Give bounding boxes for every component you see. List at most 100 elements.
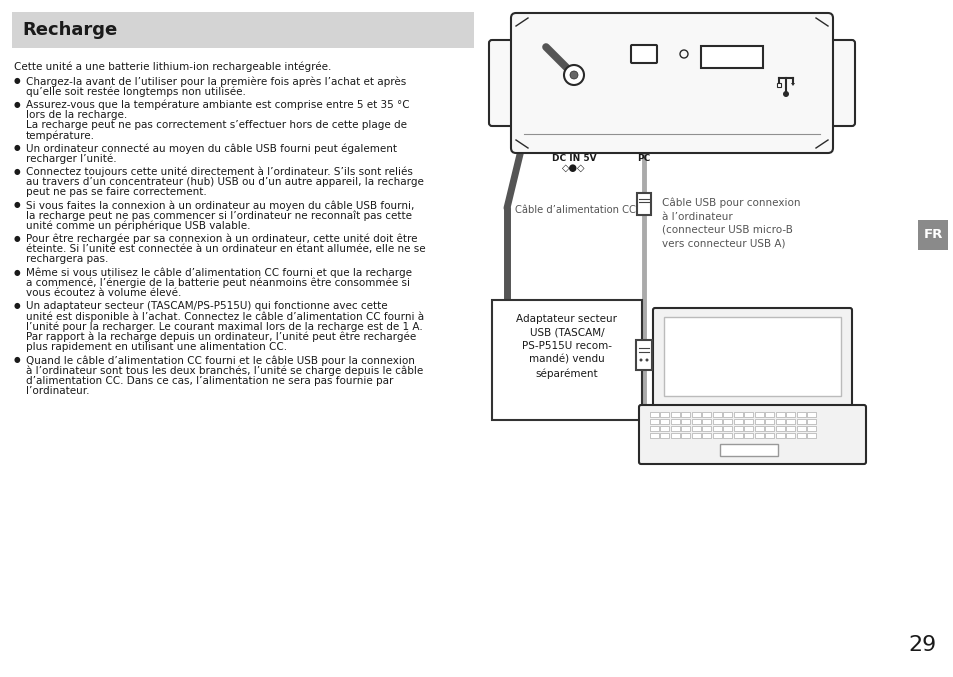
Text: peut ne pas se faire correctement.: peut ne pas se faire correctement.: [26, 188, 207, 197]
Bar: [12, 12, 474, 48]
Text: ●: ●: [14, 301, 21, 310]
FancyBboxPatch shape: [639, 405, 865, 464]
Bar: [796, 419, 805, 424]
Text: 29: 29: [908, 635, 936, 655]
Bar: [712, 419, 721, 424]
Text: la recharge peut ne pas commencer si l’ordinateur ne reconnaît pas cette: la recharge peut ne pas commencer si l’o…: [26, 211, 412, 221]
Bar: [712, 412, 721, 417]
Bar: [720, 444, 778, 456]
Text: ●: ●: [14, 267, 21, 277]
Text: Chargez-la avant de l’utiliser pour la première fois après l’achat et après: Chargez-la avant de l’utiliser pour la p…: [26, 77, 406, 87]
Polygon shape: [790, 83, 794, 86]
Bar: [764, 419, 774, 424]
Bar: [733, 419, 742, 424]
Bar: [659, 433, 669, 438]
Text: DC IN 5V: DC IN 5V: [551, 154, 596, 163]
Text: d’alimentation CC. Dans ce cas, l’alimentation ne sera pas fournie par: d’alimentation CC. Dans ce cas, l’alimen…: [26, 376, 393, 386]
Bar: [733, 426, 742, 431]
Bar: [764, 412, 774, 417]
Bar: [722, 419, 732, 424]
FancyBboxPatch shape: [511, 13, 832, 153]
Bar: [670, 433, 679, 438]
Bar: [796, 426, 805, 431]
Bar: [649, 412, 659, 417]
Bar: [796, 433, 805, 438]
Text: au travers d’un concentrateur (hub) USB ou d’un autre appareil, la recharge: au travers d’un concentrateur (hub) USB …: [26, 177, 423, 187]
Text: Si vous faites la connexion à un ordinateur au moyen du câble USB fourni,: Si vous faites la connexion à un ordinat…: [26, 200, 414, 211]
Text: ●: ●: [14, 200, 21, 209]
Text: Câble d’alimentation CC: Câble d’alimentation CC: [515, 205, 636, 215]
Text: ●: ●: [14, 355, 21, 364]
Bar: [776, 83, 781, 87]
Bar: [775, 426, 784, 431]
Text: ●: ●: [14, 100, 21, 108]
Bar: [754, 419, 763, 424]
Bar: [743, 419, 753, 424]
Bar: [680, 426, 690, 431]
Bar: [691, 433, 700, 438]
Bar: [754, 433, 763, 438]
Bar: [785, 426, 795, 431]
Text: a commencé, l’énergie de la batterie peut néanmoins être consommée si: a commencé, l’énergie de la batterie peu…: [26, 278, 410, 288]
Text: PC: PC: [637, 154, 650, 163]
Text: éteinte. Si l’unité est connectée à un ordinateur en étant allumée, elle ne se: éteinte. Si l’unité est connectée à un o…: [26, 244, 425, 254]
Bar: [691, 412, 700, 417]
Bar: [691, 419, 700, 424]
Bar: [670, 419, 679, 424]
Text: Adaptateur secteur
USB (TASCAM/
PS-P515U recom-
mandé) vendu
séparément: Adaptateur secteur USB (TASCAM/ PS-P515U…: [516, 314, 617, 379]
Bar: [775, 412, 784, 417]
Text: lors de la recharge.: lors de la recharge.: [26, 110, 127, 120]
Text: ◇●◇: ◇●◇: [561, 163, 585, 173]
Circle shape: [563, 65, 583, 85]
Bar: [806, 426, 816, 431]
Bar: [775, 419, 784, 424]
Text: FR: FR: [923, 229, 942, 242]
Bar: [754, 412, 763, 417]
Bar: [806, 433, 816, 438]
Text: à l’ordinateur sont tous les deux branchés, l’unité se charge depuis le câble: à l’ordinateur sont tous les deux branch…: [26, 366, 423, 376]
Text: Par rapport à la recharge depuis un ordinateur, l’unité peut être rechargée: Par rapport à la recharge depuis un ordi…: [26, 332, 416, 343]
Bar: [785, 412, 795, 417]
Text: Cette unité a une batterie lithium-ion rechargeable intégrée.: Cette unité a une batterie lithium-ion r…: [14, 62, 331, 72]
Text: Pour être rechargée par sa connexion à un ordinateur, cette unité doit être: Pour être rechargée par sa connexion à u…: [26, 234, 417, 244]
Text: vous écoutez à volume élevé.: vous écoutez à volume élevé.: [26, 288, 181, 298]
Text: l’ordinateur.: l’ordinateur.: [26, 386, 90, 396]
Text: Recharge: Recharge: [22, 21, 117, 39]
Bar: [796, 412, 805, 417]
FancyBboxPatch shape: [630, 45, 657, 63]
Text: plus rapidement en utilisant une alimentation CC.: plus rapidement en utilisant une aliment…: [26, 342, 287, 352]
Bar: [659, 426, 669, 431]
Bar: [649, 419, 659, 424]
Bar: [663, 317, 841, 396]
Circle shape: [645, 359, 648, 362]
Bar: [680, 412, 690, 417]
Text: ●: ●: [14, 234, 21, 243]
Bar: [722, 426, 732, 431]
Text: Quand le câble d’alimentation CC fourni et le câble USB pour la connexion: Quand le câble d’alimentation CC fourni …: [26, 355, 415, 366]
Text: ●: ●: [14, 77, 21, 85]
Bar: [806, 412, 816, 417]
Bar: [691, 426, 700, 431]
Bar: [701, 433, 711, 438]
Text: Un ordinateur connecté au moyen du câble USB fourni peut également: Un ordinateur connecté au moyen du câble…: [26, 144, 396, 154]
Bar: [754, 426, 763, 431]
Bar: [680, 419, 690, 424]
Bar: [806, 419, 816, 424]
Bar: [733, 412, 742, 417]
Text: ●: ●: [14, 144, 21, 152]
Bar: [743, 426, 753, 431]
Text: qu’elle soit restée longtemps non utilisée.: qu’elle soit restée longtemps non utilis…: [26, 87, 246, 97]
Bar: [764, 433, 774, 438]
Bar: [701, 412, 711, 417]
Text: unité comme un périphérique USB valable.: unité comme un périphérique USB valable.: [26, 221, 251, 232]
Bar: [701, 419, 711, 424]
Bar: [785, 433, 795, 438]
Bar: [917, 220, 947, 250]
Bar: [733, 433, 742, 438]
Text: rechargera pas.: rechargera pas.: [26, 255, 109, 265]
Text: l’unité pour la recharger. Le courant maximal lors de la recharge est de 1 A.: l’unité pour la recharger. Le courant ma…: [26, 322, 422, 332]
FancyBboxPatch shape: [637, 193, 650, 215]
Bar: [701, 426, 711, 431]
FancyBboxPatch shape: [818, 40, 854, 126]
Bar: [659, 412, 669, 417]
